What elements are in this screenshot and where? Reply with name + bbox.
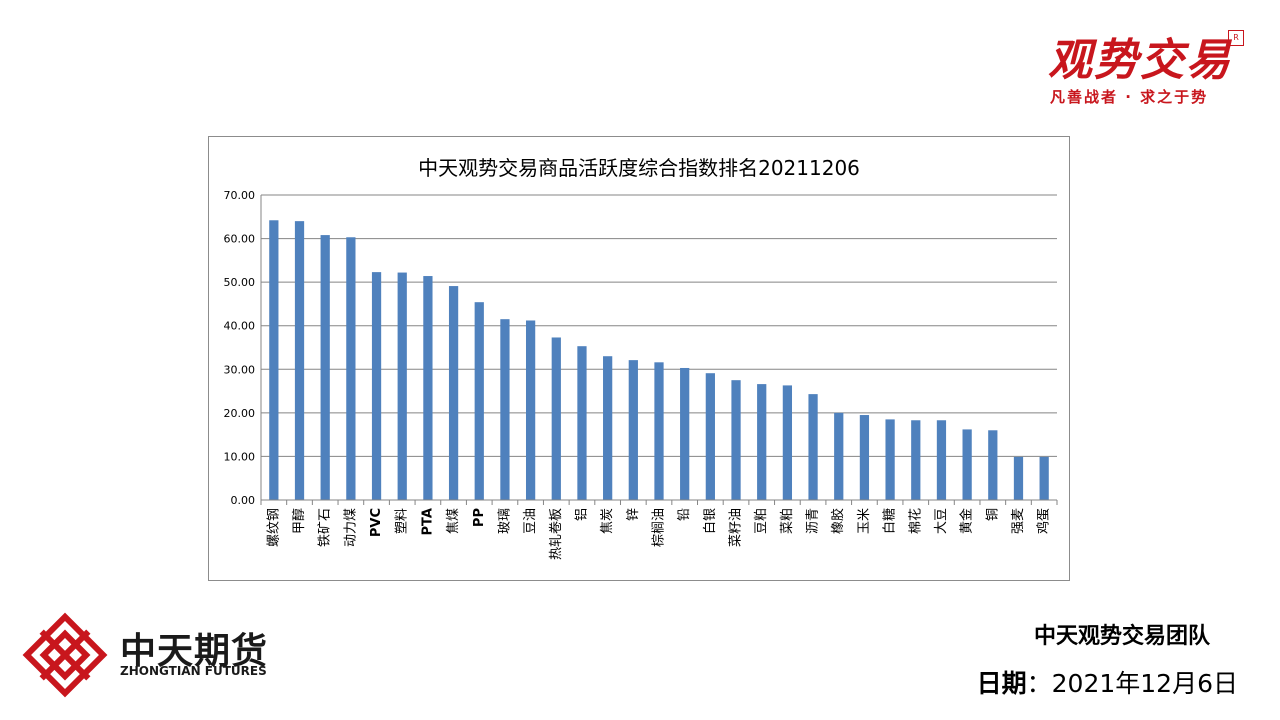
x-tick-label: 螺纹钢 bbox=[266, 508, 281, 547]
y-tick-label: 0.00 bbox=[231, 494, 256, 507]
bar bbox=[397, 272, 407, 500]
y-axis-ticks: 0.00 10.00 20.00 30.00 40.00 50.00 60.00 70.00 bbox=[224, 189, 256, 507]
x-tick-label: PP bbox=[472, 508, 487, 527]
x-tick-label: 大豆 bbox=[934, 508, 949, 534]
x-tick-label: 焦煤 bbox=[446, 508, 461, 534]
date-value: 2021年12月6日 bbox=[1051, 669, 1238, 698]
team-name: 中天观势交易团队 bbox=[1033, 624, 1210, 649]
y-tick-label: 60.00 bbox=[224, 233, 256, 246]
bar bbox=[808, 394, 818, 500]
bar bbox=[577, 346, 587, 500]
bar bbox=[680, 367, 690, 500]
x-tick-label: 铅 bbox=[677, 508, 692, 521]
x-tick-label: 玻璃 bbox=[497, 508, 512, 534]
x-tick-label: 菜籽油 bbox=[729, 508, 744, 547]
chart-frame: 中天观势交易商品活跃度综合指数排名20211206 0.00 10.00 20.00… bbox=[208, 136, 1070, 581]
bar bbox=[1013, 456, 1024, 500]
x-tick-label: 塑料 bbox=[395, 508, 410, 534]
x-tick-label: 动力煤 bbox=[343, 508, 358, 547]
x-tick-label: 锌 bbox=[626, 508, 641, 521]
x-tick-label: 热轧卷板 bbox=[548, 508, 564, 560]
bar bbox=[757, 384, 767, 500]
x-tick-label: 白糖 bbox=[882, 508, 898, 534]
brand-slogan: 凡善战者 · 求之于势 bbox=[1050, 88, 1209, 106]
bar bbox=[705, 373, 715, 500]
bar bbox=[448, 286, 459, 500]
x-tick-label: 沥青 bbox=[806, 508, 821, 534]
y-tick-label: 20.00 bbox=[224, 407, 256, 420]
bar bbox=[525, 320, 536, 500]
x-tick-label: 铁矿石 bbox=[318, 508, 333, 547]
brand-logo: 观势交易 R 凡善战者 · 求之于势 bbox=[1040, 22, 1250, 112]
bar bbox=[346, 237, 356, 500]
bar bbox=[988, 430, 998, 500]
x-tick-label: 棉花 bbox=[907, 508, 923, 534]
x-tick-label: 铝 bbox=[574, 508, 589, 521]
bars bbox=[269, 220, 1049, 500]
bar bbox=[834, 412, 844, 500]
bar bbox=[654, 362, 664, 500]
bar bbox=[782, 385, 793, 500]
y-tick-label: 10.00 bbox=[224, 450, 256, 463]
company-emblem-icon bbox=[22, 612, 108, 698]
bar bbox=[474, 302, 484, 500]
bar bbox=[885, 419, 895, 500]
x-tick-label: 玉米 bbox=[857, 508, 872, 534]
x-tick-label: 白银 bbox=[702, 508, 718, 534]
date-separator: ： bbox=[1026, 669, 1052, 698]
y-tick-label: 40.00 bbox=[224, 320, 256, 333]
registered-mark: R bbox=[1228, 30, 1244, 46]
bar bbox=[551, 337, 561, 500]
y-tick-label: 30.00 bbox=[224, 363, 256, 376]
company-name-cn: 中天期货 bbox=[120, 631, 269, 672]
bar bbox=[731, 380, 741, 500]
bar bbox=[500, 319, 510, 500]
bar bbox=[294, 221, 305, 500]
x-axis-labels: 螺纹钢 甲醇 铁矿石 动力煤 PVC 塑料 PTA 焦煤 PP 玻璃 豆油 热轧卷板铝焦炭锌棕榈油铅白… bbox=[266, 508, 1051, 560]
x-tick-label: 甲醇 bbox=[291, 508, 307, 534]
brand-logo-text: 观势交易 bbox=[1048, 35, 1232, 86]
date-label: 日期 bbox=[976, 669, 1027, 698]
x-tick-label: 铜 bbox=[985, 508, 1000, 521]
bar bbox=[911, 420, 921, 500]
x-tick-label: 焦炭 bbox=[600, 508, 615, 534]
company-name-en: ZHONGTIAN FUTURES bbox=[120, 664, 267, 678]
bar bbox=[1039, 456, 1049, 500]
bar bbox=[603, 356, 613, 500]
bar bbox=[859, 415, 870, 500]
x-tick-label: 鸡蛋 bbox=[1036, 508, 1052, 534]
axes bbox=[260, 195, 1058, 505]
report-date: 日期：2021年12月6日 bbox=[977, 664, 1238, 700]
bar bbox=[628, 360, 638, 500]
y-tick-label: 70.00 bbox=[224, 189, 256, 202]
x-tick-label: 豆油 bbox=[523, 508, 538, 534]
bar bbox=[423, 276, 433, 500]
x-tick-label: 橡胶 bbox=[830, 508, 846, 534]
y-tick-label: 50.00 bbox=[224, 276, 256, 289]
bar bbox=[371, 272, 382, 500]
x-tick-label: PTA bbox=[420, 508, 435, 535]
x-tick-label: 菜粕 bbox=[780, 508, 795, 534]
x-tick-label: 豆粕 bbox=[754, 508, 769, 534]
x-tick-label: 棕榈油 bbox=[652, 508, 667, 547]
chart-title: 中天观势交易商品活跃度综合指数排名20211206 bbox=[418, 156, 860, 180]
x-tick-label: 强麦 bbox=[1011, 508, 1026, 534]
x-tick-label: PVC bbox=[369, 508, 384, 537]
bar bbox=[962, 429, 972, 500]
bar bbox=[936, 420, 947, 500]
bar bbox=[269, 220, 279, 500]
company-logo: 中天期货 ZHONGTIAN FUTURES bbox=[22, 612, 282, 698]
bar-chart: 中天观势交易商品活跃度综合指数排名20211206 0.00 10.00 20.00… bbox=[224, 156, 1058, 560]
bar bbox=[320, 235, 330, 500]
x-tick-label: 黄金 bbox=[959, 508, 975, 534]
